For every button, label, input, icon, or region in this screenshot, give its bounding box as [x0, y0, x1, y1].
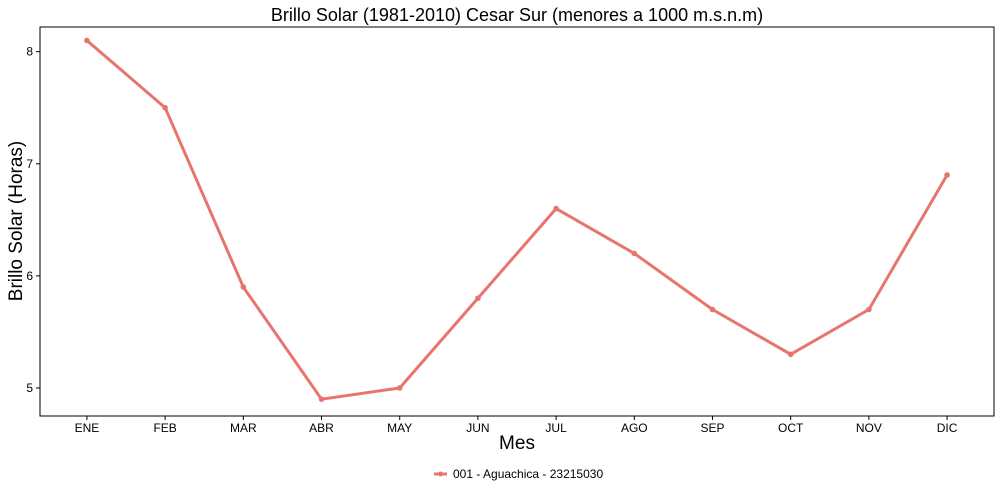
- x-axis-title: Mes: [499, 433, 535, 454]
- series-line: [85, 39, 949, 401]
- series-layer: [84, 37, 950, 402]
- x-tick-label: DIC: [937, 421, 958, 435]
- data-point: [553, 205, 559, 212]
- data-point: [318, 396, 325, 402]
- x-tick-label: ENE: [75, 421, 100, 435]
- x-axis: ENE FEB MAR ABR MAY JUN JUL AGO SEP OCT NOV DIC: [75, 416, 958, 435]
- data-point: [396, 385, 403, 391]
- x-tick-label: JUL: [545, 421, 567, 435]
- data-point: [787, 351, 794, 358]
- y-tick-label: 7: [26, 157, 33, 171]
- y-tick-label: 5: [26, 381, 33, 395]
- x-tick-label: OCT: [778, 421, 804, 435]
- x-tick-label: JUN: [466, 421, 489, 435]
- x-tick-label: AGO: [621, 421, 648, 435]
- plot-panel: [39, 26, 995, 417]
- x-tick-label: NOV: [856, 421, 882, 435]
- x-tick-label: FEB: [153, 421, 176, 435]
- y-axis-title: Brillo Solar (Horas): [6, 141, 27, 301]
- x-tick-label: SEP: [700, 421, 724, 435]
- data-point: [475, 295, 481, 302]
- data-point: [866, 306, 872, 313]
- y-tick-label: 8: [26, 45, 33, 59]
- data-point: [709, 306, 716, 313]
- data-point: [240, 284, 247, 290]
- data-point: [84, 37, 90, 44]
- chart-title: Brillo Solar (1981-2010) Cesar Sur (meno…: [271, 5, 763, 25]
- data-point: [162, 104, 168, 111]
- data-point: [944, 172, 950, 178]
- x-tick-label: MAY: [387, 421, 412, 435]
- y-tick-label: 6: [26, 269, 33, 283]
- legend: 001 - Aguachica - 23215030: [434, 467, 603, 481]
- legend-label: 001 - Aguachica - 23215030: [453, 467, 603, 481]
- x-tick-label: MAR: [230, 421, 257, 435]
- data-point: [631, 250, 638, 257]
- y-axis: 5 6 7 8: [26, 45, 40, 395]
- x-tick-label: ABR: [309, 421, 334, 435]
- legend-key: [434, 471, 447, 477]
